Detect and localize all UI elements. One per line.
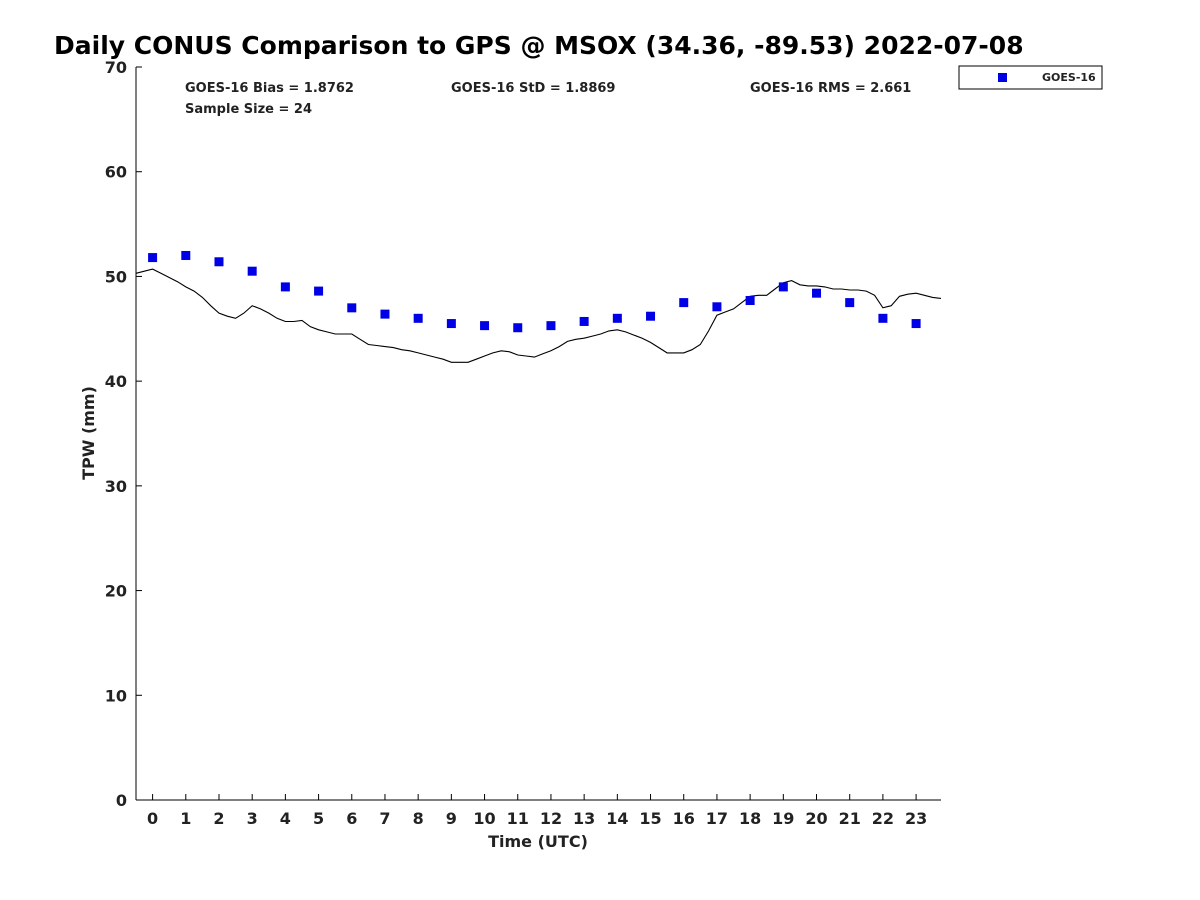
goes16-point (546, 321, 556, 331)
goes16-point (380, 309, 390, 319)
legend: GOES-16 (958, 65, 1103, 90)
x-tick-label: 21 (839, 809, 861, 828)
x-tick-label: 23 (905, 809, 927, 828)
goes16-point (845, 298, 855, 308)
goes16-point (612, 313, 622, 323)
goes16-point (480, 321, 490, 331)
x-axis-label: Time (UTC) (488, 832, 588, 851)
x-tick-label: 22 (872, 809, 894, 828)
x-tick-label: 10 (473, 809, 495, 828)
x-tick-label: 12 (540, 809, 562, 828)
x-axis-ticks: 0 1 2 3 4 5 6 7 8 9 10 11 12 13 14 15 16 17 18 19 20 21 22 23 (147, 794, 927, 828)
goes16-point (911, 319, 921, 329)
x-tick-label: 0 (147, 809, 158, 828)
x-tick-label: 9 (446, 809, 457, 828)
y-tick-label: 30 (105, 477, 127, 496)
legend-label-goes16: GOES-16 (1042, 71, 1096, 84)
goes16-point (413, 313, 423, 323)
x-tick-label: 15 (639, 809, 661, 828)
x-tick-label: 11 (507, 809, 529, 828)
goes16-point (181, 250, 191, 260)
y-tick-label: 60 (105, 163, 127, 182)
x-tick-label: 4 (280, 809, 291, 828)
x-tick-label: 7 (379, 809, 390, 828)
goes16-point (745, 296, 755, 306)
goes16-point (579, 316, 589, 326)
x-tick-label: 3 (247, 809, 258, 828)
goes16-point (314, 286, 324, 296)
x-tick-label: 5 (313, 809, 324, 828)
goes16-point (247, 266, 257, 276)
x-tick-label: 13 (573, 809, 595, 828)
y-axis-label: TPW (mm) (79, 386, 98, 480)
y-tick-label: 50 (105, 267, 127, 286)
y-tick-label: 20 (105, 582, 127, 601)
y-tick-label: 10 (105, 686, 127, 705)
stat-std: GOES-16 StD = 1.8869 (451, 81, 615, 96)
x-tick-label: 19 (772, 809, 794, 828)
legend-box (958, 65, 1103, 90)
goes16-point (446, 319, 456, 329)
x-tick-label: 16 (673, 809, 695, 828)
goes16-point (646, 311, 656, 321)
goes16-point (679, 298, 689, 308)
goes16-point (347, 303, 357, 313)
x-tick-label: 14 (606, 809, 628, 828)
goes16-point-series (148, 250, 921, 333)
chart-title: Daily CONUS Comparison to GPS @ MSOX (34… (54, 31, 1024, 60)
gps-line-series (135, 268, 942, 363)
x-tick-label: 8 (413, 809, 424, 828)
y-tick-label: 70 (105, 58, 127, 77)
goes16-point (778, 282, 788, 292)
x-tick-label: 6 (346, 809, 357, 828)
x-tick-label: 20 (805, 809, 827, 828)
x-tick-label: 18 (739, 809, 761, 828)
goes16-point (513, 323, 523, 333)
goes16-point (812, 288, 822, 298)
x-tick-label: 2 (213, 809, 224, 828)
gps-line (135, 268, 942, 363)
stat-rms: GOES-16 RMS = 2.661 (750, 81, 911, 96)
goes16-point (712, 302, 722, 312)
y-tick-label: 0 (116, 791, 127, 810)
y-axis-ticks: 0 10 20 30 40 50 60 70 (105, 58, 142, 810)
legend-marker-goes16 (998, 73, 1007, 82)
x-tick-label: 1 (180, 809, 191, 828)
y-tick-label: 40 (105, 372, 127, 391)
x-tick-label: 17 (706, 809, 728, 828)
goes16-point (878, 313, 888, 323)
goes16-point (214, 257, 224, 267)
stat-sample-size: Sample Size = 24 (185, 102, 312, 117)
goes16-point (148, 253, 158, 263)
stats-block: GOES-16 Bias = 1.8762 GOES-16 StD = 1.88… (185, 81, 911, 117)
stat-bias: GOES-16 Bias = 1.8762 (185, 81, 354, 96)
goes16-point (280, 282, 290, 292)
